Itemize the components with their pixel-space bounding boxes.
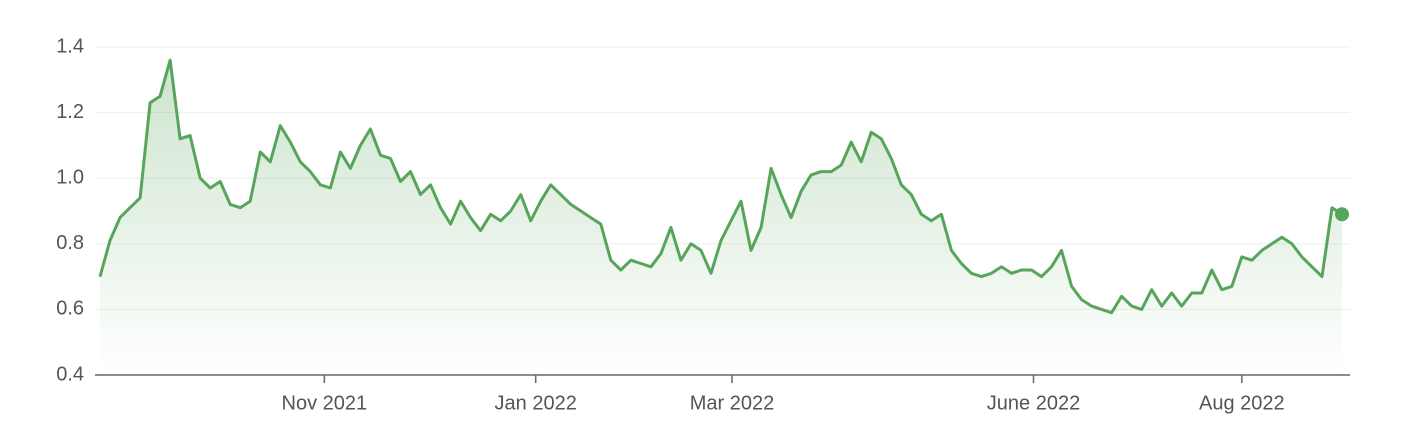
x-tick-label: Aug 2022 bbox=[1199, 392, 1285, 414]
y-tick-label: 1.0 bbox=[56, 166, 84, 188]
x-tick-label: Mar 2022 bbox=[690, 392, 775, 414]
x-tick-label: June 2022 bbox=[987, 392, 1080, 414]
y-tick-label: 0.8 bbox=[56, 232, 84, 254]
y-tick-label: 1.2 bbox=[56, 101, 84, 123]
y-tick-label: 0.4 bbox=[56, 363, 84, 385]
y-tick-label: 0.6 bbox=[56, 298, 84, 320]
y-tick-label: 1.4 bbox=[56, 35, 84, 57]
x-tick-label: Nov 2021 bbox=[282, 392, 368, 414]
area bbox=[100, 60, 1342, 375]
line bbox=[98, 58, 1343, 315]
last-point bbox=[1335, 207, 1349, 222]
x-tick-label: Jan 2022 bbox=[495, 392, 577, 414]
